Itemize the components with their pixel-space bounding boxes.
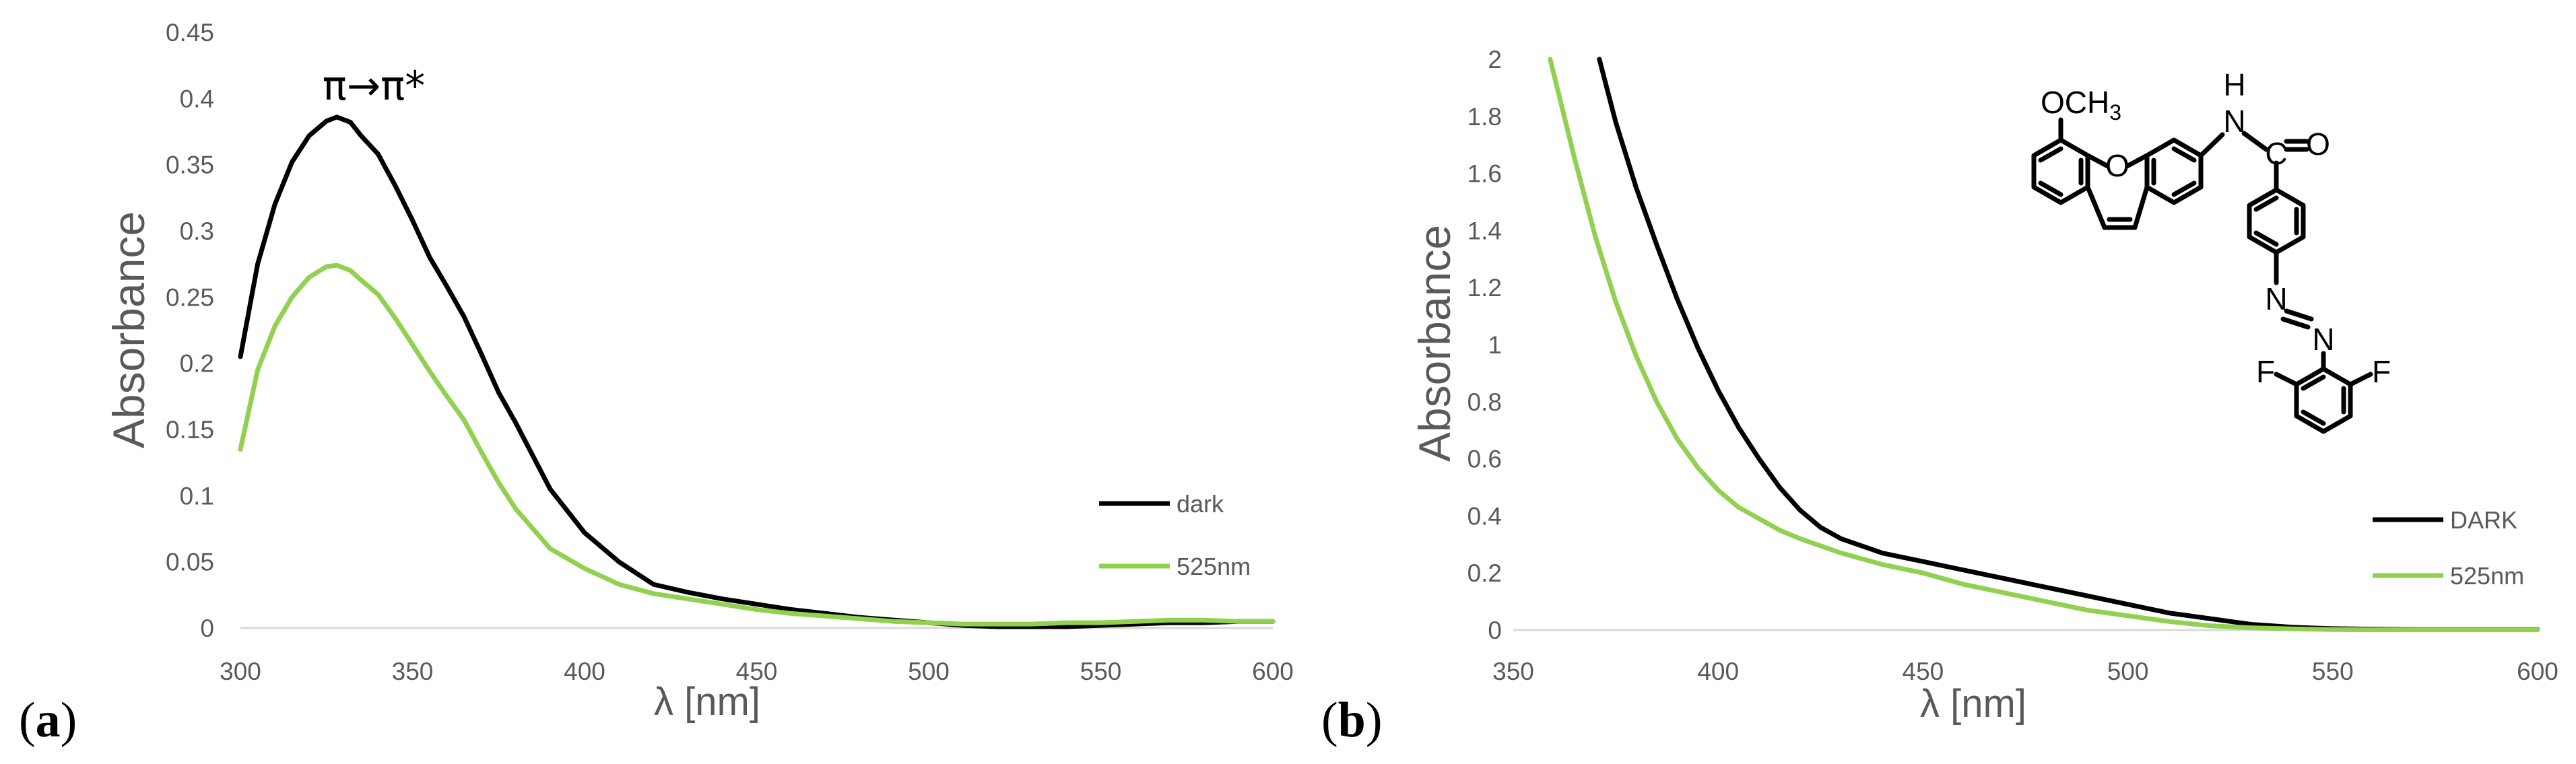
para-ring-inner-bond-1 <box>2253 195 2279 212</box>
y-tick-label: 0.6 <box>1467 446 1502 473</box>
vinyl-bond-right <box>2132 184 2150 230</box>
atom-fluorine-left: F <box>2256 354 2275 389</box>
difluoro-ring-inner-bond-1 <box>2301 374 2326 391</box>
y-tick-label: 0.25 <box>166 283 214 311</box>
atom-azo-nitrogen-2: N <box>2312 322 2334 357</box>
x-tick-label: 550 <box>1080 658 1122 685</box>
amine-bond <box>2198 132 2225 158</box>
fluorine-bond-left <box>2274 372 2299 387</box>
panel-label-a: (a) <box>19 693 77 748</box>
right-ring-inner-bond-1 <box>2171 146 2197 163</box>
atom-amide-nitrogen: N <box>2223 104 2245 139</box>
x-tick-label: 300 <box>220 658 261 685</box>
x-tick-label: 600 <box>2517 658 2558 685</box>
series-lines-b <box>1548 57 2540 633</box>
ether-bond-right <box>2125 153 2150 168</box>
x-axis-label-a: λ [nm] <box>654 680 760 724</box>
y-tick-label: 0.2 <box>180 350 214 378</box>
x-tick-label: 400 <box>1697 658 1739 685</box>
y-axis-label-b: Absorbance <box>1410 225 1459 462</box>
x-tick-label: 450 <box>736 658 778 685</box>
y-tick-label: 0 <box>1488 617 1502 644</box>
legend-label-525nm-b: 525nm <box>2450 562 2524 590</box>
y-tick-label: 0.2 <box>1467 559 1502 587</box>
x-tick-label: 500 <box>908 658 950 685</box>
amide-n-c-bond <box>2241 131 2269 152</box>
right-ring-inner-bond-2 <box>2171 180 2197 197</box>
y-tick-label: 2 <box>1488 46 1502 73</box>
atom-azo-nitrogen-1: N <box>2265 281 2287 316</box>
ether-bond-left <box>2085 153 2109 168</box>
chart-panel-b: 0 0.2 0.4 0.6 0.8 1 1.2 1.4 1.6 1.8 2 350 400 450 500… <box>1321 46 2558 748</box>
legend-a: dark 525nm <box>1099 490 1251 580</box>
panel-label-b: (b) <box>1321 693 1382 748</box>
vinyl-bond-left <box>2085 184 2107 230</box>
azo-double-bond-1 <box>2284 308 2314 322</box>
x-tick-label: 450 <box>1903 658 1944 685</box>
atom-carbonyl-oxygen: O <box>2306 127 2330 162</box>
y-tick-label: 1.4 <box>1467 217 1502 244</box>
y-tick-label: 0.35 <box>166 151 214 179</box>
legend-label-dark: dark <box>1177 490 1224 518</box>
atom-ether-oxygen: O <box>2105 148 2129 183</box>
series-line-dark-a <box>238 114 1276 629</box>
legend-b: DARK 525nm <box>2373 506 2524 590</box>
chemical-structure: OCH3 O H N C O N N F F <box>2031 67 2391 434</box>
chart-panel-a: 0 0.05 0.1 0.15 0.2 0.25 0.3 0.35 0.4 0.45 300 350… <box>19 19 1294 748</box>
y-tick-label: 0 <box>200 615 214 642</box>
atom-fluorine-right: F <box>2372 354 2391 389</box>
x-axis-label-b: λ [nm] <box>1920 682 2026 726</box>
x-tick-label: 350 <box>1492 658 1534 685</box>
y-tick-label: 0.45 <box>166 19 214 46</box>
x-tick-labels-a: 300 350 400 450 500 550 600 <box>220 658 1294 685</box>
y-tick-label: 0.8 <box>1467 388 1502 416</box>
y-tick-label: 0.05 <box>166 549 214 576</box>
atom-carbonyl-carbon: C <box>2265 136 2287 171</box>
left-ring-inner-bond-3 <box>2038 180 2063 197</box>
y-tick-labels-b: 0 0.2 0.4 0.6 0.8 1 1.2 1.4 1.6 1.8 2 <box>1467 46 1502 644</box>
y-tick-label: 0.4 <box>180 85 214 112</box>
y-axis-label-a: Absorbance <box>104 211 154 448</box>
y-tick-label: 1.6 <box>1467 160 1502 188</box>
y-tick-label: 0.15 <box>166 416 214 444</box>
x-tick-label: 500 <box>2107 658 2149 685</box>
y-tick-label: 1 <box>1488 331 1502 359</box>
series-lines-a <box>238 114 1276 629</box>
x-tick-label: 550 <box>2312 658 2354 685</box>
x-tick-labels-b: 350 400 450 500 550 600 <box>1492 658 2558 685</box>
series-line-525nm-a <box>238 263 1276 627</box>
fluorine-bond-right <box>2348 372 2373 387</box>
azo-double-bond-2 <box>2280 316 2311 330</box>
atom-amide-hydrogen: H <box>2223 67 2245 102</box>
atom-och3: OCH3 <box>2041 85 2121 125</box>
y-tick-label: 1.8 <box>1467 103 1502 131</box>
y-tick-label: 0.3 <box>180 217 214 245</box>
left-ring-inner-bond-1 <box>2038 146 2063 163</box>
y-tick-label: 1.2 <box>1467 274 1502 302</box>
legend-label-dark-b: DARK <box>2450 506 2517 534</box>
y-tick-label: 0.1 <box>180 482 214 510</box>
y-tick-label: 0.4 <box>1467 502 1502 530</box>
difluoro-ring-inner-bond-3 <box>2301 409 2326 426</box>
x-tick-label: 400 <box>564 658 605 685</box>
pi-pi-star-annotation: π→π* <box>323 63 426 110</box>
para-ring-inner-bond-3 <box>2253 230 2279 247</box>
y-tick-labels-a: 0 0.05 0.1 0.15 0.2 0.25 0.3 0.35 0.4 0.45 <box>166 19 214 642</box>
legend-label-525nm-a: 525nm <box>1177 553 1251 580</box>
x-tick-label: 350 <box>392 658 434 685</box>
x-tick-label: 600 <box>1252 658 1294 685</box>
series-line-525nm-b <box>1548 57 2540 633</box>
